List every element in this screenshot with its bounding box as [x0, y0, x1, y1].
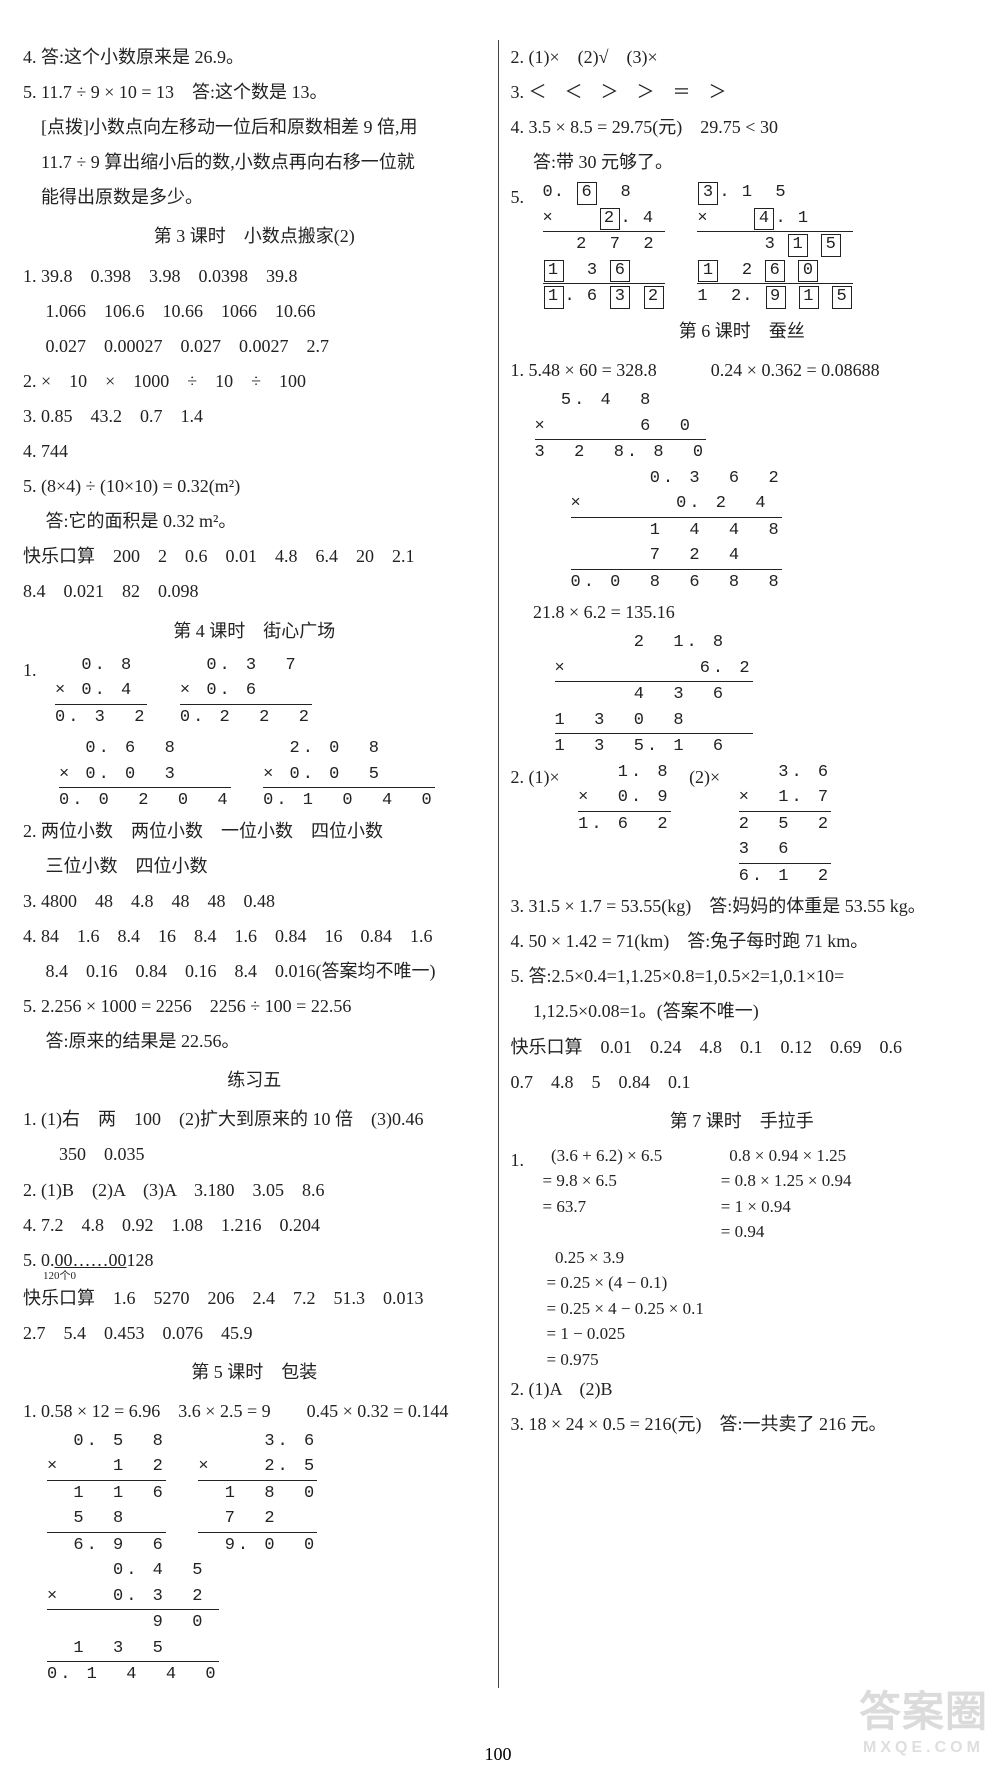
text-line: 快乐口算 0.01 0.24 4.8 0.1 0.12 0.69 0.6	[511, 1030, 974, 1065]
text-line: 8.4 0.16 0.84 0.16 8.4 0.016(答案均不唯一)	[23, 954, 486, 989]
text-line: 0.7 4.8 5 0.84 0.1	[511, 1065, 974, 1100]
section-title: 练习五	[23, 1063, 486, 1098]
section-title: 第 5 课时 包装	[23, 1355, 486, 1390]
calc-block: (3.6 + 6.2) × 6.5 = 9.8 × 6.5 = 63.7	[543, 1143, 663, 1220]
label: 2. (1)×	[511, 767, 560, 787]
page: 4. 答:这个小数原来是 26.9。 5. 11.7 ÷ 9 × 10 = 13…	[0, 0, 996, 1738]
text-line: 2. (1)× (2)√ (3)×	[511, 40, 974, 75]
text-line: 4. 84 1.6 8.4 16 8.4 1.6 0.84 16 0.84 1.…	[23, 919, 486, 954]
text-line: 5. 2.256 × 1000 = 2256 2256 ÷ 100 = 22.5…	[23, 989, 486, 1024]
q1-row2: 0. 6 8 × 0. 0 3 0. 0 2 0 4 2. 0 8 × 0. 0…	[23, 736, 486, 814]
calc-row: 0.25 × 3.9 = 0.25 × (4 − 0.1) = 0.25 × 4…	[511, 1245, 974, 1373]
calc-block: 0.8 × 0.94 × 1.25 = 0.8 × 1.25 × 0.94 = …	[721, 1143, 852, 1245]
section-title: 第 7 课时 手拉手	[511, 1104, 974, 1139]
mult-block: 5. 4 8 × 6 0 3 2 8. 8 0	[535, 388, 707, 466]
watermark-sub: MXQE.COM	[859, 1739, 988, 1757]
calc-row: 1. (3.6 + 6.2) × 6.5 = 9.8 × 6.5 = 63.7 …	[511, 1143, 974, 1245]
mult-block: 0. 3 6 2 × 0. 2 4 1 4 4 8 7 2 4 0. 0 8 6…	[571, 466, 782, 596]
mult-block: 1. 8 × 0. 9 1. 6 2	[578, 760, 670, 838]
text-line: 1. 39.8 0.398 3.98 0.0398 39.8	[23, 259, 486, 294]
text-line: 快乐口算 200 2 0.6 0.01 4.8 6.4 20 2.1	[23, 539, 486, 574]
mult-block: 0. 5 8 × 1 2 1 1 6 5 8 6. 9 6	[47, 1429, 166, 1559]
text-line: 4. 744	[23, 434, 486, 469]
label: 1.	[511, 1150, 525, 1170]
text-line: 3. 4800 48 4.8 48 48 0.48	[23, 884, 486, 919]
mult-block: 2. 0 8 × 0. 0 5 0. 1 0 4 0	[263, 736, 435, 814]
left-column: 4. 答:这个小数原来是 26.9。 5. 11.7 ÷ 9 × 10 = 13…	[15, 40, 494, 1688]
text-line: 三位小数 四位小数	[23, 849, 486, 884]
text-line: 答:带 30 元够了。	[511, 145, 974, 180]
q1-row: 1. 0. 8 × 0. 4 0. 3 2 0. 3 7 × 0. 6 0. 2…	[23, 653, 486, 731]
text-line: 5. 0.00……00128 120个0	[23, 1243, 486, 1281]
section-title: 第 6 课时 蚕丝	[511, 314, 974, 349]
mult-block: 0. 3 7 × 0. 6 0. 2 2 2	[180, 653, 312, 731]
mult-row-group: 2 1. 8 × 6. 2 4 3 6 1 3 0 8 1 3 5. 1 6	[511, 630, 974, 760]
text-line: [点拨]小数点向左移动一位后和原数相差 9 倍,用	[23, 110, 486, 145]
text-line: 1,12.5×0.08=1。(答案不唯一)	[511, 994, 974, 1029]
text-line: 21.8 × 6.2 = 135.16	[511, 595, 974, 630]
text-line: 答:它的面积是 0.32 m²。	[23, 504, 486, 539]
section-title: 第 4 课时 街心广场	[23, 614, 486, 649]
text-line: 1. 5.48 × 60 = 328.8 0.24 × 0.362 = 0.08…	[511, 353, 974, 388]
mult-block: 3. 6 × 2. 5 1 8 0 7 2 9. 0 0	[198, 1429, 317, 1559]
section-title: 第 3 课时 小数点搬家(2)	[23, 219, 486, 254]
page-number: 100	[0, 1744, 996, 1765]
mult-row-group: 5. 4 8 × 6 0 3 2 8. 8 0 0. 3 6 2 × 0. 2 …	[511, 388, 974, 595]
text-line: 3. 0.85 43.2 0.7 1.4	[23, 399, 486, 434]
right-column: 2. (1)× (2)√ (3)× 3. ＜ ＜ ＞ ＞ ＝ ＞ 4. 3.5 …	[503, 40, 982, 1688]
column-divider	[498, 40, 499, 1688]
text-line: 2. × 10 × 1000 ÷ 10 ÷ 100	[23, 364, 486, 399]
mult-block: 0. 4 5 × 0. 3 2 9 0 1 3 5 0. 1 4 4 0	[47, 1558, 219, 1688]
text-line: 2.7 5.4 0.453 0.076 45.9	[23, 1316, 486, 1351]
text-line: 1.066 106.6 10.66 1066 10.66	[23, 294, 486, 329]
label: 1.	[23, 660, 37, 680]
text-line: 8.4 0.021 82 0.098	[23, 574, 486, 609]
text-line: 5. 答:2.5×0.4=1,1.25×0.8=1,0.5×2=1,0.1×10…	[511, 959, 974, 994]
q2-row: 2. (1)× 1. 8 × 0. 9 1. 6 2 (2)× 3. 6 × 1…	[511, 760, 974, 890]
text-line: 0.027 0.00027 0.027 0.0027 2.7	[23, 329, 486, 364]
text-line: 2. (1)A (2)B	[511, 1372, 974, 1407]
q5-boxes: 5. 0. 6 8 × 2. 4 2 7 2 1 3 6 1. 6 3 2 3.…	[511, 180, 974, 310]
text-line: 2. 两位小数 两位小数 一位小数 四位小数	[23, 814, 486, 849]
mult-block: 3. 6 × 1. 7 2 5 2 3 6 6. 1 2	[739, 760, 831, 890]
mult-row-group: 0. 5 8 × 1 2 1 1 6 5 8 6. 9 6 3. 6 × 2. …	[23, 1429, 486, 1688]
mult-block: 2 1. 8 × 6. 2 4 3 6 1 3 0 8 1 3 5. 1 6	[555, 630, 753, 760]
text-line: 5. (8×4) ÷ (10×10) = 0.32(m²)	[23, 469, 486, 504]
text-line: 答:原来的结果是 22.56。	[23, 1024, 486, 1059]
text-line: 3. ＜ ＜ ＞ ＞ ＝ ＞	[511, 75, 974, 110]
text-line: 5. 11.7 ÷ 9 × 10 = 13 答:这个数是 13。	[23, 75, 486, 110]
label: 5.	[511, 187, 525, 207]
box-mult: 3. 1 5 × 4. 1 3 1 5 1 2 6 0 1 2. 9 1 5	[697, 180, 853, 310]
text-line: 4. 答:这个小数原来是 26.9。	[23, 40, 486, 75]
text-line: 3. 31.5 × 1.7 = 53.55(kg) 答:妈妈的体重是 53.55…	[511, 889, 974, 924]
text-line: 2. (1)B (2)A (3)A 3.180 3.05 8.6	[23, 1173, 486, 1208]
text-line: 4. 3.5 × 8.5 = 29.75(元) 29.75 < 30	[511, 110, 974, 145]
mult-block: 0. 6 8 × 0. 0 3 0. 0 2 0 4	[59, 736, 231, 814]
mult-block: 0. 8 × 0. 4 0. 3 2	[55, 653, 147, 731]
text-line: 快乐口算 1.6 5270 206 2.4 7.2 51.3 0.013	[23, 1281, 486, 1316]
text-line: 1. (1)右 两 100 (2)扩大到原来的 10 倍 (3)0.46	[23, 1102, 486, 1137]
text-line: 4. 50 × 1.42 = 71(km) 答:兔子每时跑 71 km。	[511, 924, 974, 959]
label: (2)×	[689, 767, 720, 787]
watermark-main: 答案圈	[859, 1688, 988, 1735]
calc-block: 0.25 × 3.9 = 0.25 × (4 − 0.1) = 0.25 × 4…	[547, 1245, 704, 1373]
text-line: 4. 7.2 4.8 0.92 1.08 1.216 0.204	[23, 1208, 486, 1243]
text-line: 1. 0.58 × 12 = 6.96 3.6 × 2.5 = 9 0.45 ×…	[23, 1394, 486, 1429]
text-line: 3. 18 × 24 × 0.5 = 216(元) 答:一共卖了 216 元。	[511, 1407, 974, 1442]
text-line: 11.7 ÷ 9 算出缩小后的数,小数点再向右移一位就	[23, 145, 486, 180]
watermark: 答案圈 MXQE.COM	[859, 1678, 988, 1757]
text-line: 350 0.035	[23, 1137, 486, 1172]
text-line: 能得出原数是多少。	[23, 180, 486, 215]
box-mult: 0. 6 8 × 2. 4 2 7 2 1 3 6 1. 6 3 2	[543, 180, 665, 310]
